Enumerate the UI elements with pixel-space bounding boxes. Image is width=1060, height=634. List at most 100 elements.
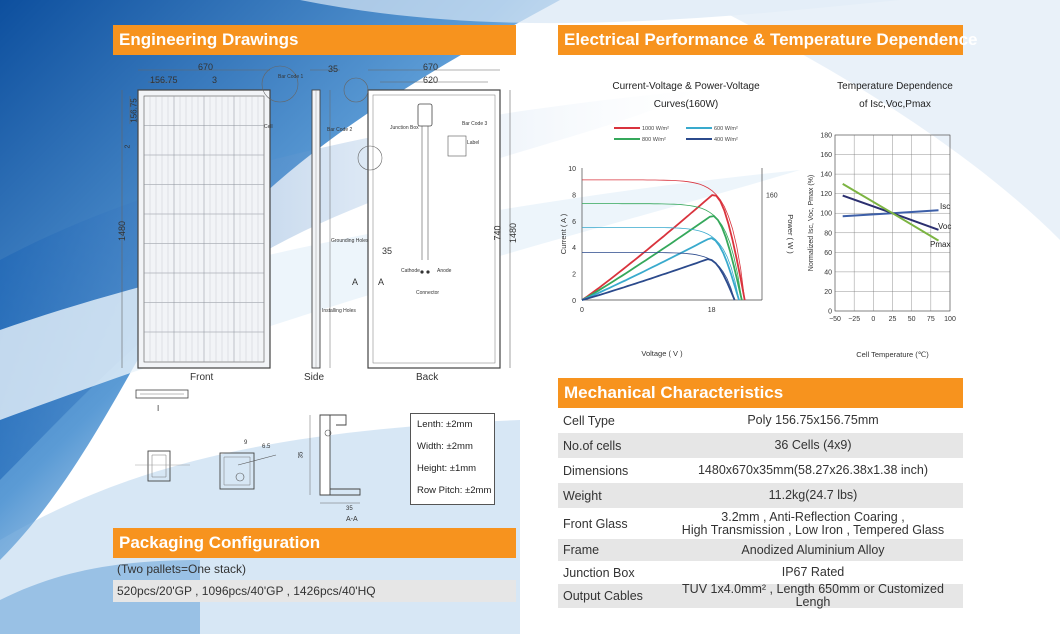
temp-y-tick-label: 40 [824, 269, 832, 276]
temp-x-tick-label: 25 [889, 316, 897, 323]
mechanical-key: Dimensions [563, 463, 629, 478]
mechanical-key: No.of cells [563, 438, 622, 453]
section-label-a-a: A-A [346, 516, 358, 523]
side-view-drawing [310, 69, 340, 369]
mechanical-value: 36 Cells (4x9) [663, 439, 963, 452]
iv-y2-axis-label: Power ( W ) [786, 214, 795, 254]
temp-y-tick-label: 60 [824, 250, 832, 257]
mechanical-row: Weight 11.2kg(24.7 lbs) [558, 483, 963, 508]
mechanical-key: Front Glass [563, 516, 628, 531]
dim-front-height: 1480 [117, 220, 128, 242]
mechanical-row: Dimensions 1480x670x35mm(58.27x26.38x1.38… [558, 458, 963, 483]
iv-y2-tick-label: 160 [766, 192, 778, 199]
mechanical-value: 11.2kg(24.7 lbs) [663, 489, 963, 502]
temp-x-tick-label: −50 [829, 316, 841, 323]
temp-series-label: Voc [938, 222, 951, 231]
temp-series-label: Isc [940, 202, 950, 211]
temp-series-line [842, 183, 940, 242]
mechanical-value-line: 1480x670x35mm(58.27x26.38x1.38 inch) [697, 463, 928, 477]
electrical-performance-header: Electrical Performance & Temperature Dep… [558, 25, 978, 55]
iv-y-tick-label: 8 [572, 192, 576, 199]
tolerance-height: Height: ±1mm [417, 463, 477, 474]
tolerance-row-pitch: Row Pitch: ±2mm [417, 485, 492, 496]
iv-y-tick-label: 0 [572, 298, 576, 305]
note-bar-code-2: Bar Code 2 [327, 127, 353, 133]
note-connector: Connector [416, 290, 440, 296]
dim-cell-height: 156.75 [129, 98, 139, 123]
iv-current-curve [582, 227, 740, 301]
mechanical-key: Output Cables [563, 589, 643, 603]
iv-x-tick-label: 0 [580, 307, 584, 314]
section-mark-a-right: A [378, 277, 385, 287]
mechanical-value-line: Anodized Aluminium Alloy [741, 542, 885, 557]
note-anode: Anode [437, 268, 452, 274]
mechanical-value-line: High Transmission , Low Iron , Tempered … [681, 522, 945, 537]
dim-thickness: 35 [328, 64, 339, 74]
iv-legend-label: 800 W/m² [642, 137, 666, 143]
temp-y-tick-label: 80 [824, 230, 832, 237]
temp-y-tick-label: 120 [820, 191, 832, 198]
dim-side-small: 2 [124, 144, 132, 149]
mechanical-value-line: 36 Cells (4x9) [774, 438, 852, 452]
note-junction-box: Junction Box [390, 125, 419, 131]
temp-chart-title: Temperature Dependence of Isc,Voc,Pmax [815, 78, 975, 114]
mechanical-value-line: 11.2kg(24.7 lbs) [768, 488, 858, 502]
temp-y-tick-label: 20 [824, 289, 832, 296]
mechanical-value: 1480x670x35mm(58.27x26.38x1.38 inch) [663, 464, 963, 477]
mechanical-value: Anodized Aluminium Alloy [663, 542, 963, 557]
mechanical-table: Cell Type Poly 156.75x156.75mm No.of cells… [558, 408, 963, 609]
dim-back-width: 670 [423, 62, 439, 72]
temp-y-tick-label: 140 [820, 172, 832, 179]
temp-y-tick-label: 100 [820, 211, 832, 218]
mechanical-value-line: 3.2mm , Anti-Reflection Coaring , [721, 509, 905, 524]
iv-y-axis-label: Current ( A ) [559, 213, 568, 254]
packaging-details: 520pcs/20'GP , 1096pcs/40'GP , 1426pcs/4… [113, 580, 516, 602]
iv-y-tick-label: 6 [572, 219, 576, 226]
profile-dim-35-width: 35 [346, 506, 353, 512]
mechanical-value: TUV 1x4.0mm² , Length 650mm or Customize… [663, 583, 963, 609]
iv-power-curve [581, 237, 740, 301]
temp-series-label: Pmax [930, 240, 950, 249]
mechanical-value-line: Poly 156.75x156.75mm [747, 413, 879, 427]
front-view-drawing [121, 65, 299, 369]
back-view-drawing [343, 69, 511, 369]
temp-y-tick-label: 180 [820, 133, 832, 140]
tolerance-box: Lenth: ±2mm Width: ±2mm Height: ±1mm Row… [410, 413, 495, 505]
temp-chart: 0 20 40 60 80 100 120 140 160 180 −50 −25 0 25 50 75 100… [808, 133, 956, 360]
iv-power-curve [581, 194, 746, 301]
note-grounding-holes: Grounding Holes [331, 238, 369, 244]
temp-x-tick-label: 75 [927, 316, 935, 323]
side-view-label: Side [304, 372, 325, 383]
iv-y-tick-label: 10 [568, 166, 576, 173]
mechanical-key: Frame [563, 543, 600, 557]
temp-x-axis-label: Cell Temperature (℃) [856, 350, 929, 359]
note-bar-code-1: Bar Code 1 [278, 74, 304, 80]
iv-x-tick-label: 18 [708, 307, 716, 314]
mechanical-row: Junction Box IP67 Rated [558, 561, 963, 584]
note-bar-code-3: Bar Code 3 [462, 121, 488, 127]
mechanical-key: Cell Type [563, 413, 615, 428]
tolerance-width: Width: ±2mm [417, 441, 473, 452]
iv-y-tick-label: 2 [572, 272, 576, 279]
front-view-label: Front [190, 372, 214, 383]
temp-plot-frame [834, 134, 951, 312]
note-installing-holes: Installing Holes [322, 308, 356, 314]
dim-connector: 35 [382, 246, 393, 256]
dim-cell-width: 156.75 [150, 75, 178, 85]
mechanical-value-line: IP67 Rated [781, 565, 845, 579]
mechanical-row: Front Glass 3.2mm , Anti-Reflection Coari… [558, 508, 963, 539]
mechanical-row: Cell Type Poly 156.75x156.75mm [558, 408, 963, 433]
note-label: Label [467, 140, 480, 146]
iv-legend-label: 400 W/m² [714, 137, 738, 143]
dim-back-height: 1480 [508, 222, 519, 244]
temp-y-tick-label: 160 [820, 152, 832, 159]
mechanical-key: Weight [563, 488, 602, 503]
profile-dim-6-5: 6.5 [262, 444, 271, 450]
mechanical-value: Poly 156.75x156.75mm [663, 414, 963, 427]
section-mark-a-left: A [352, 277, 359, 287]
frame-detail-drawings [135, 389, 361, 504]
temp-chart-title-line1: Temperature Dependence [837, 81, 953, 92]
iv-legend-label: 600 W/m² [714, 126, 738, 132]
profile-dim-9: 9 [244, 440, 248, 446]
temp-chart-title-line2: of Isc,Voc,Pmax [859, 99, 931, 110]
